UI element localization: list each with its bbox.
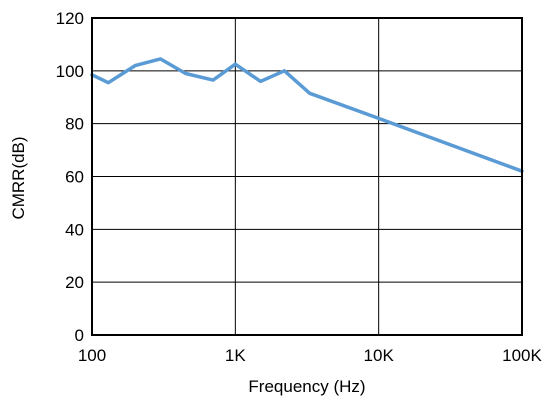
x-tick-label: 10K (364, 346, 395, 365)
y-tick-labels: 0 20 40 60 80 100 120 (56, 9, 84, 345)
plot-frame (91, 17, 523, 336)
y-tick-label: 100 (56, 62, 84, 81)
y-tick-label: 80 (65, 115, 84, 134)
cmrr-series-line (90, 57, 524, 173)
y-axis-label: CMRR(dB) (9, 136, 28, 219)
y-tick-label: 40 (65, 220, 84, 239)
y-tick-label: 60 (65, 168, 84, 187)
x-tick-label: 100K (502, 346, 542, 365)
y-tick-label: 0 (75, 326, 84, 345)
y-tick-label: 120 (56, 9, 84, 28)
x-tick-labels: 100 1K 10K 100K (78, 346, 543, 365)
series-layer (90, 57, 524, 173)
x-axis-label: Frequency (Hz) (248, 377, 365, 396)
y-tick-label: 20 (65, 273, 84, 292)
grid-lines (91, 17, 523, 336)
x-tick-label: 1K (225, 346, 246, 365)
x-tick-label: 100 (78, 346, 106, 365)
